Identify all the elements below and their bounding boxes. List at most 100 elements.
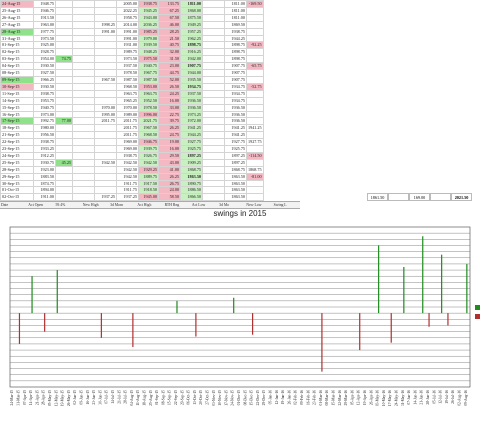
data-cell[interactable]: 1944.25: [180, 131, 203, 140]
data-cell[interactable]: 1898.75: [180, 41, 203, 50]
column-header[interactable]: Act High: [137, 203, 152, 207]
data-cell[interactable]: 58.50: [158, 193, 181, 202]
data-cell[interactable]: [202, 82, 225, 91]
data-cell[interactable]: 1989.00: [116, 110, 139, 119]
data-cell[interactable]: 1945.25: [138, 6, 159, 15]
data-cell[interactable]: 1938.75: [138, 0, 159, 8]
data-cell[interactable]: 1883.50: [33, 172, 56, 181]
data-cell[interactable]: [55, 62, 73, 71]
data-cell[interactable]: 24.25: [158, 89, 181, 98]
data-cell[interactable]: 77.00: [55, 117, 73, 126]
data-cell[interactable]: [72, 165, 95, 174]
data-cell[interactable]: [55, 103, 73, 112]
data-cell[interactable]: [94, 165, 117, 174]
data-cell[interactable]: [72, 145, 95, 153]
column-header[interactable]: RTH Rng: [164, 203, 180, 207]
data-cell[interactable]: 1936.50: [224, 117, 247, 126]
date-cell[interactable]: 15-Sep-15: [0, 103, 34, 112]
data-cell[interactable]: 1975.50: [138, 55, 159, 64]
date-cell[interactable]: 01-Sep-15: [0, 41, 34, 50]
data-cell[interactable]: 1968.50: [138, 131, 159, 140]
data-cell[interactable]: [94, 13, 117, 22]
data-cell[interactable]: 1925.75: [224, 145, 247, 153]
data-cell[interactable]: [246, 131, 264, 140]
data-cell[interactable]: [72, 172, 95, 181]
data-cell[interactable]: 1966.25: [33, 75, 56, 84]
data-cell[interactable]: 1937.50: [180, 89, 203, 98]
data-cell[interactable]: 1987.50: [138, 75, 159, 84]
data-cell[interactable]: [72, 13, 95, 22]
data-cell[interactable]: 1949.25: [180, 20, 203, 29]
data-cell[interactable]: 1913.50: [33, 13, 56, 22]
data-cell[interactable]: [55, 48, 73, 57]
data-cell[interactable]: [55, 89, 73, 98]
data-cell[interactable]: 1868.00: [180, 6, 203, 15]
data-cell[interactable]: [202, 131, 225, 140]
data-cell[interactable]: 67.50: [158, 13, 181, 22]
data-cell[interactable]: 1958.75: [116, 13, 139, 22]
data-cell[interactable]: 1934.75: [224, 82, 247, 91]
data-cell[interactable]: [202, 186, 225, 195]
data-cell[interactable]: 1980.00: [33, 124, 56, 133]
data-cell[interactable]: [72, 20, 95, 29]
date-cell[interactable]: 29-Sep-15: [0, 172, 34, 181]
data-cell[interactable]: 1811.00: [224, 0, 247, 8]
data-cell[interactable]: 1944.00: [180, 69, 203, 77]
data-cell[interactable]: 1935.50: [180, 75, 203, 84]
data-cell[interactable]: 1942.50: [138, 158, 159, 167]
data-cell[interactable]: 1925.75: [180, 145, 203, 153]
data-cell[interactable]: [55, 138, 73, 147]
data-cell[interactable]: [94, 6, 117, 15]
date-cell[interactable]: 28-Aug-15: [0, 27, 34, 36]
data-cell[interactable]: 1928.75: [33, 48, 56, 57]
data-cell[interactable]: 1929.25: [138, 165, 159, 174]
column-header[interactable]: Date: [1, 203, 9, 207]
data-cell[interactable]: [55, 6, 73, 15]
data-cell[interactable]: 1991.00: [116, 34, 139, 43]
data-cell[interactable]: 1941.25: [246, 124, 264, 133]
data-cell[interactable]: 1811.00: [224, 6, 247, 15]
date-cell[interactable]: 11-Sep-15: [0, 89, 34, 98]
data-cell[interactable]: 67.25: [158, 6, 181, 15]
data-cell[interactable]: [55, 172, 73, 181]
data-cell[interactable]: [55, 82, 73, 91]
data-cell[interactable]: 26.75: [158, 179, 181, 188]
data-cell[interactable]: [202, 13, 225, 22]
data-cell[interactable]: [202, 34, 225, 43]
data-cell[interactable]: 1927.75: [224, 138, 247, 147]
data-cell[interactable]: 1890.75: [180, 179, 203, 188]
data-cell[interactable]: [246, 89, 264, 98]
date-cell[interactable]: 18-Sep-15: [0, 124, 34, 133]
data-cell[interactable]: [202, 48, 225, 57]
data-cell[interactable]: 1938.75: [33, 89, 56, 98]
data-cell[interactable]: [94, 124, 117, 133]
data-cell[interactable]: [55, 69, 73, 77]
data-cell[interactable]: [246, 27, 264, 36]
data-cell[interactable]: [72, 151, 95, 160]
data-cell[interactable]: 133.75: [158, 0, 181, 8]
data-cell[interactable]: 1989.75: [116, 48, 139, 57]
data-cell[interactable]: 1868.75: [180, 165, 203, 174]
data-cell[interactable]: 2011.75: [116, 124, 139, 133]
data-cell[interactable]: [72, 131, 95, 140]
column-header[interactable]: New Low: [246, 203, 262, 207]
data-cell[interactable]: [202, 103, 225, 112]
data-cell[interactable]: [246, 69, 264, 77]
data-cell[interactable]: 1863.50: [224, 186, 247, 195]
data-cell[interactable]: [246, 145, 264, 153]
data-cell[interactable]: 1978.50: [116, 69, 139, 77]
data-cell[interactable]: [55, 0, 73, 8]
summary-cell[interactable]: [388, 193, 409, 201]
data-cell[interactable]: [55, 41, 73, 50]
date-cell[interactable]: 14-Sep-15: [0, 96, 34, 105]
data-cell[interactable]: 1907.75: [180, 62, 203, 71]
data-cell[interactable]: 45.25: [55, 158, 73, 167]
data-cell[interactable]: 32.00: [158, 48, 181, 57]
data-cell[interactable]: 1967.50: [94, 75, 117, 84]
data-cell[interactable]: [202, 75, 225, 84]
data-cell[interactable]: [55, 193, 73, 202]
data-cell[interactable]: [72, 27, 95, 36]
date-cell[interactable]: 25-Sep-15: [0, 158, 34, 167]
data-cell[interactable]: 1917.50: [138, 179, 159, 188]
data-cell[interactable]: 1973.50: [33, 34, 56, 43]
